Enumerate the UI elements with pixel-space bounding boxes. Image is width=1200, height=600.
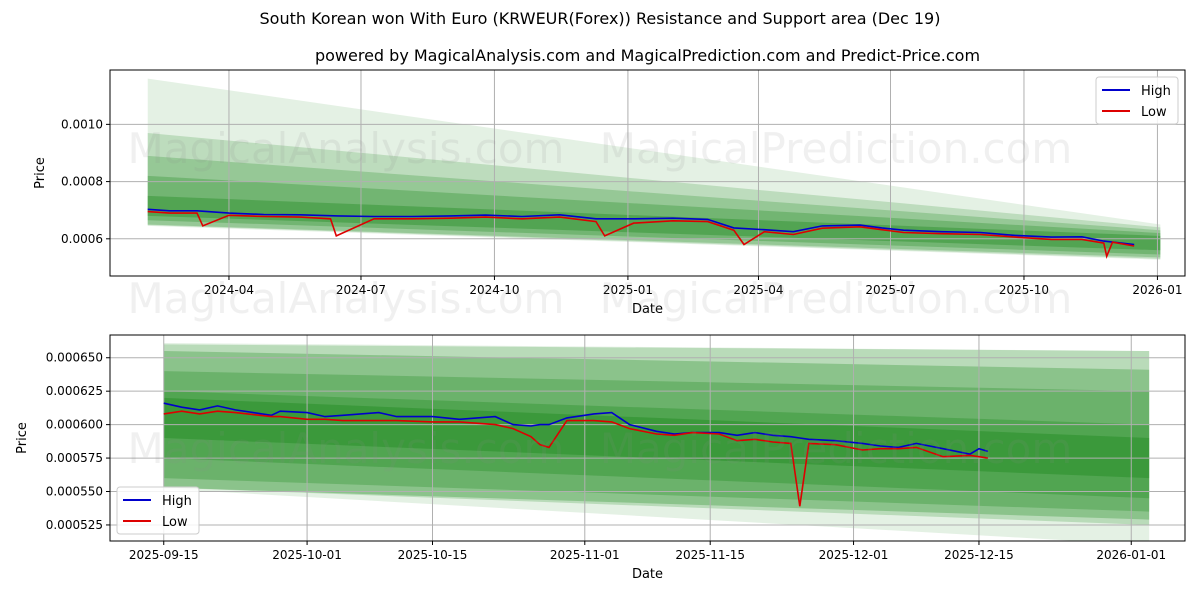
chart-title: South Korean won With Euro (KRWEUR(Forex… (259, 9, 941, 28)
x-tick-label: 2025-10-15 (398, 548, 468, 562)
x-tick-label: 2025-11-01 (550, 548, 620, 562)
x-tick-label: 2025-04 (733, 283, 783, 297)
legend-box (1095, 76, 1179, 125)
legend-box (116, 486, 200, 535)
watermark: MagicalAnalysis.com (128, 424, 565, 473)
watermark: MagicalPrediction.com (600, 424, 1073, 473)
legend-label-high: High (162, 494, 192, 509)
y-tick-label: 0.0010 (61, 117, 103, 131)
plot-frame (109, 69, 1186, 277)
y-axis-label: Price (15, 422, 30, 454)
support-resistance-band (147, 175, 1161, 255)
y-tick-label: 0.000650 (46, 351, 103, 365)
chart-subtitle: powered by MagicalAnalysis.com and Magic… (314, 46, 981, 65)
y-tick-label: 0.000525 (46, 518, 103, 532)
support-resistance-band (163, 371, 1150, 512)
plot-area (110, 335, 1185, 541)
watermark: MagicalAnalysis.com (128, 124, 565, 173)
support-resistance-band (147, 78, 1161, 260)
support-resistance-band (147, 195, 1161, 251)
watermark: MagicalPrediction.com (600, 124, 1073, 173)
support-resistance-band (147, 132, 1161, 259)
x-tick-label: 2024-07 (336, 283, 386, 297)
y-tick-label: 0.000550 (46, 485, 103, 499)
legend-label-low: Low (1141, 105, 1167, 120)
chart-1: 2024-04 2024-07 2024-10 2025-01 2025-04 2025-… (33, 69, 1186, 317)
support-resistance-band (163, 391, 1150, 499)
legend-label-high: High (1141, 84, 1171, 99)
plot-frame (109, 334, 1186, 542)
legend: High Low (116, 486, 200, 535)
watermark: MagicalAnalysis.com (128, 274, 565, 323)
x-tick-label: 2025-10-01 (272, 548, 342, 562)
legend: High Low (1095, 76, 1179, 125)
x-tick-label: 2025-07 (865, 283, 915, 297)
series-high-line (147, 208, 1135, 246)
y-tick-label: 0.000600 (46, 418, 103, 432)
x-tick-label: 2025-01 (603, 283, 653, 297)
x-tick-label: 2025-09-15 (129, 548, 199, 562)
plot-area (110, 70, 1185, 276)
series-low-line (163, 410, 989, 507)
x-axis-label: Date (632, 567, 663, 582)
y-tick-label: 0.000575 (46, 451, 103, 465)
x-tick-label: 2025-12-15 (944, 548, 1014, 562)
watermark: MagicalPrediction.com (600, 274, 1073, 323)
x-tick-label: 2025-12-01 (819, 548, 889, 562)
y-axis-label: Price (33, 157, 48, 189)
x-tick-label: 2024-10 (469, 283, 519, 297)
x-tick-label: 2026-01 (1132, 283, 1182, 297)
x-axis-label: Date (632, 302, 663, 317)
x-tick-label: 2025-10 (999, 283, 1049, 297)
y-tick-label: 0.0008 (61, 175, 103, 189)
y-tick-label: 0.0006 (61, 232, 103, 246)
x-tick-label: 2024-04 (204, 283, 254, 297)
x-tick-label: 2026-01-01 (1096, 548, 1166, 562)
x-tick-label: 2025-11-15 (675, 548, 745, 562)
chart-2: 2025-09-15 2025-10-01 2025-10-15 2025-11-01… (15, 334, 1186, 582)
series-low-line (147, 210, 1135, 259)
y-tick-label: 0.000625 (46, 384, 103, 398)
support-resistance-band (163, 351, 1150, 520)
series-high-line (163, 402, 989, 455)
legend-label-low: Low (162, 515, 188, 530)
